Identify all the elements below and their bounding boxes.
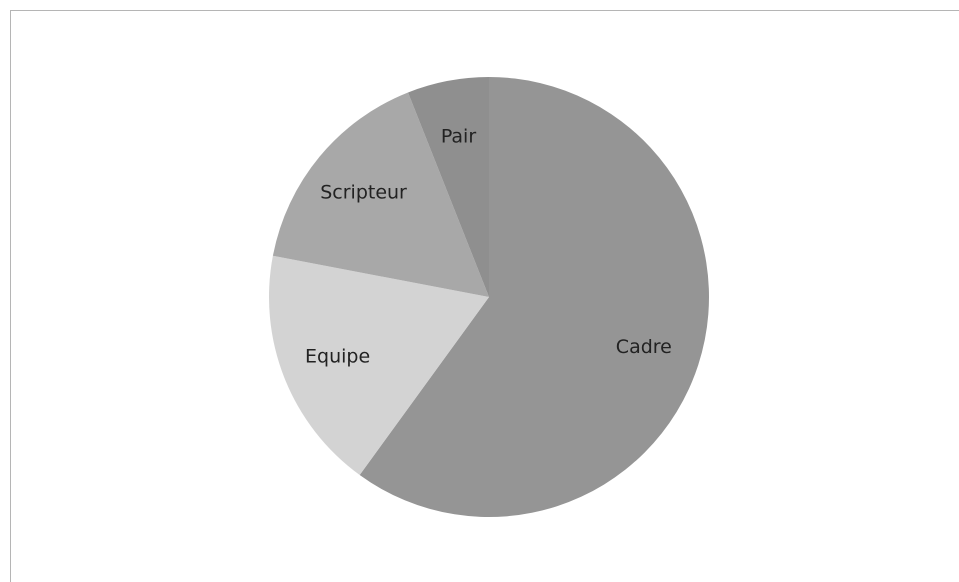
slice-label: Cadre — [616, 336, 672, 358]
pie-slice — [272, 92, 489, 297]
pie-slice — [408, 77, 489, 297]
pie-slice — [268, 255, 489, 475]
pie-slice — [359, 77, 710, 517]
slice-label: Pair — [441, 126, 477, 148]
slice-label: Scripteur — [320, 182, 407, 204]
frame — [10, 10, 959, 582]
slice-label: Equipe — [305, 345, 370, 367]
